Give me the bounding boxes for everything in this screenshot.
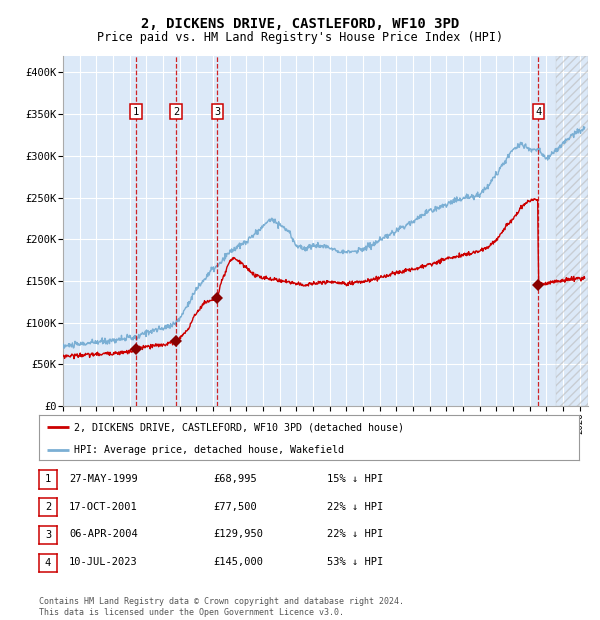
- Text: 06-APR-2004: 06-APR-2004: [69, 529, 138, 539]
- Text: 1: 1: [133, 107, 139, 117]
- Text: 1: 1: [45, 474, 51, 484]
- Text: 2: 2: [173, 107, 179, 117]
- Text: £129,950: £129,950: [213, 529, 263, 539]
- Text: 27-MAY-1999: 27-MAY-1999: [69, 474, 138, 484]
- Text: 15% ↓ HPI: 15% ↓ HPI: [327, 474, 383, 484]
- Text: HPI: Average price, detached house, Wakefield: HPI: Average price, detached house, Wake…: [74, 445, 344, 455]
- Text: 3: 3: [45, 530, 51, 540]
- Text: Price paid vs. HM Land Registry's House Price Index (HPI): Price paid vs. HM Land Registry's House …: [97, 31, 503, 44]
- Text: £77,500: £77,500: [213, 502, 257, 512]
- Text: 22% ↓ HPI: 22% ↓ HPI: [327, 529, 383, 539]
- Text: 17-OCT-2001: 17-OCT-2001: [69, 502, 138, 512]
- Text: £145,000: £145,000: [213, 557, 263, 567]
- Text: 22% ↓ HPI: 22% ↓ HPI: [327, 502, 383, 512]
- Text: 10-JUL-2023: 10-JUL-2023: [69, 557, 138, 567]
- Text: £68,995: £68,995: [213, 474, 257, 484]
- Text: 4: 4: [45, 558, 51, 568]
- Text: Contains HM Land Registry data © Crown copyright and database right 2024.
This d: Contains HM Land Registry data © Crown c…: [39, 598, 404, 617]
- Text: 3: 3: [214, 107, 221, 117]
- Text: 2, DICKENS DRIVE, CASTLEFORD, WF10 3PD: 2, DICKENS DRIVE, CASTLEFORD, WF10 3PD: [141, 17, 459, 32]
- Text: 53% ↓ HPI: 53% ↓ HPI: [327, 557, 383, 567]
- Text: 2, DICKENS DRIVE, CASTLEFORD, WF10 3PD (detached house): 2, DICKENS DRIVE, CASTLEFORD, WF10 3PD (…: [74, 422, 404, 433]
- Text: 4: 4: [535, 107, 541, 117]
- Text: 2: 2: [45, 502, 51, 512]
